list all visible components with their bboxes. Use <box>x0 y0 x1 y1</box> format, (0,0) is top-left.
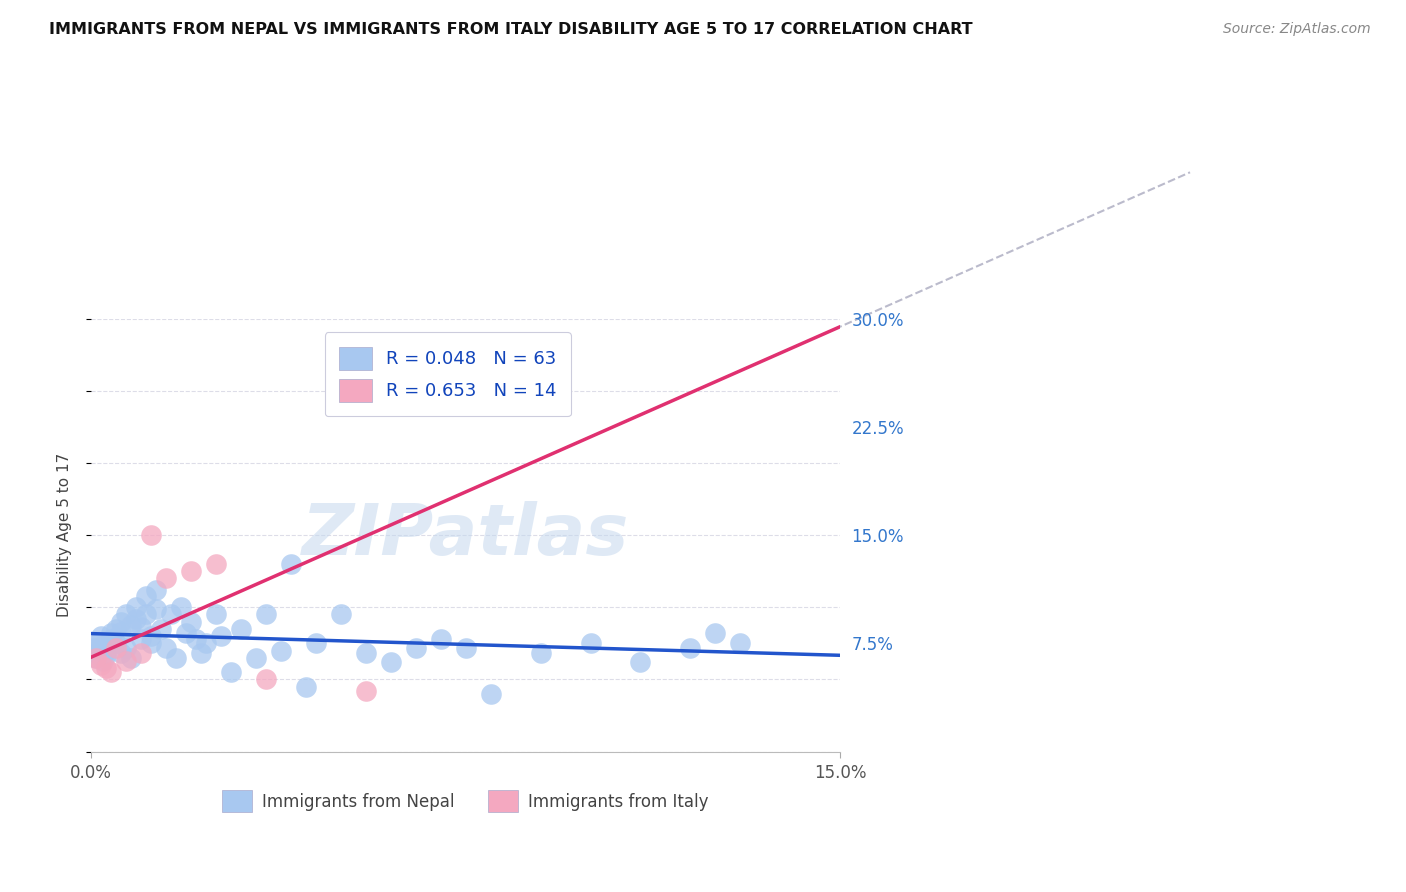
Point <box>454 640 477 655</box>
Point <box>380 655 402 669</box>
Point <box>294 680 316 694</box>
Y-axis label: Disability Age 5 to 17: Disability Age 5 to 17 <box>58 453 72 617</box>
Point <box>270 643 292 657</box>
Point <box>84 647 107 661</box>
Point <box>174 626 197 640</box>
Point <box>429 369 451 384</box>
Point <box>135 589 157 603</box>
Point <box>115 607 138 622</box>
Point <box>704 626 727 640</box>
Point <box>90 629 112 643</box>
Point <box>209 629 232 643</box>
Point <box>679 640 702 655</box>
Point <box>329 607 352 622</box>
Point <box>104 640 127 655</box>
Point <box>94 643 117 657</box>
Point <box>354 647 377 661</box>
Point <box>129 647 152 661</box>
Point <box>405 640 427 655</box>
Point <box>84 650 107 665</box>
Legend: Immigrants from Nepal, Immigrants from Italy: Immigrants from Nepal, Immigrants from I… <box>215 784 716 819</box>
Point <box>94 648 117 662</box>
Point <box>139 528 162 542</box>
Point <box>149 622 172 636</box>
Point <box>125 600 148 615</box>
Point <box>104 622 127 636</box>
Point <box>120 617 142 632</box>
Text: IMMIGRANTS FROM NEPAL VS IMMIGRANTS FROM ITALY DISABILITY AGE 5 TO 17 CORRELATIO: IMMIGRANTS FROM NEPAL VS IMMIGRANTS FROM… <box>49 22 973 37</box>
Point <box>245 650 267 665</box>
Point <box>205 607 228 622</box>
Point <box>579 636 602 650</box>
Point <box>184 632 207 646</box>
Point <box>145 582 167 597</box>
Point <box>94 661 117 675</box>
Point <box>170 600 193 615</box>
Point <box>100 626 122 640</box>
Point <box>254 607 277 622</box>
Point <box>87 636 110 650</box>
Point <box>129 620 152 634</box>
Text: ZIPatlas: ZIPatlas <box>302 500 630 570</box>
Point <box>229 622 252 636</box>
Point <box>139 636 162 650</box>
Point <box>180 564 202 578</box>
Text: Source: ZipAtlas.com: Source: ZipAtlas.com <box>1223 22 1371 37</box>
Point <box>205 557 228 571</box>
Point <box>180 615 202 629</box>
Point <box>104 636 127 650</box>
Point <box>110 624 132 639</box>
Point <box>84 650 107 665</box>
Point <box>135 607 157 622</box>
Point <box>129 632 152 646</box>
Point <box>145 601 167 615</box>
Point <box>90 639 112 653</box>
Point <box>100 665 122 680</box>
Point <box>120 650 142 665</box>
Point <box>115 640 138 655</box>
Point <box>730 636 752 650</box>
Point <box>354 684 377 698</box>
Point <box>82 640 104 655</box>
Point <box>630 655 652 669</box>
Point <box>305 636 328 650</box>
Point <box>100 632 122 646</box>
Point <box>139 629 162 643</box>
Point <box>165 650 187 665</box>
Point <box>155 640 177 655</box>
Point <box>90 657 112 672</box>
Point <box>190 647 212 661</box>
Point <box>155 571 177 585</box>
Point <box>194 636 217 650</box>
Point <box>115 654 138 668</box>
Point <box>125 612 148 626</box>
Point <box>110 647 132 661</box>
Point <box>280 557 302 571</box>
Point <box>219 665 242 680</box>
Point <box>429 632 451 646</box>
Point <box>254 673 277 687</box>
Point <box>93 654 115 668</box>
Point <box>110 615 132 629</box>
Point <box>529 647 551 661</box>
Point <box>479 687 502 701</box>
Point <box>160 607 183 622</box>
